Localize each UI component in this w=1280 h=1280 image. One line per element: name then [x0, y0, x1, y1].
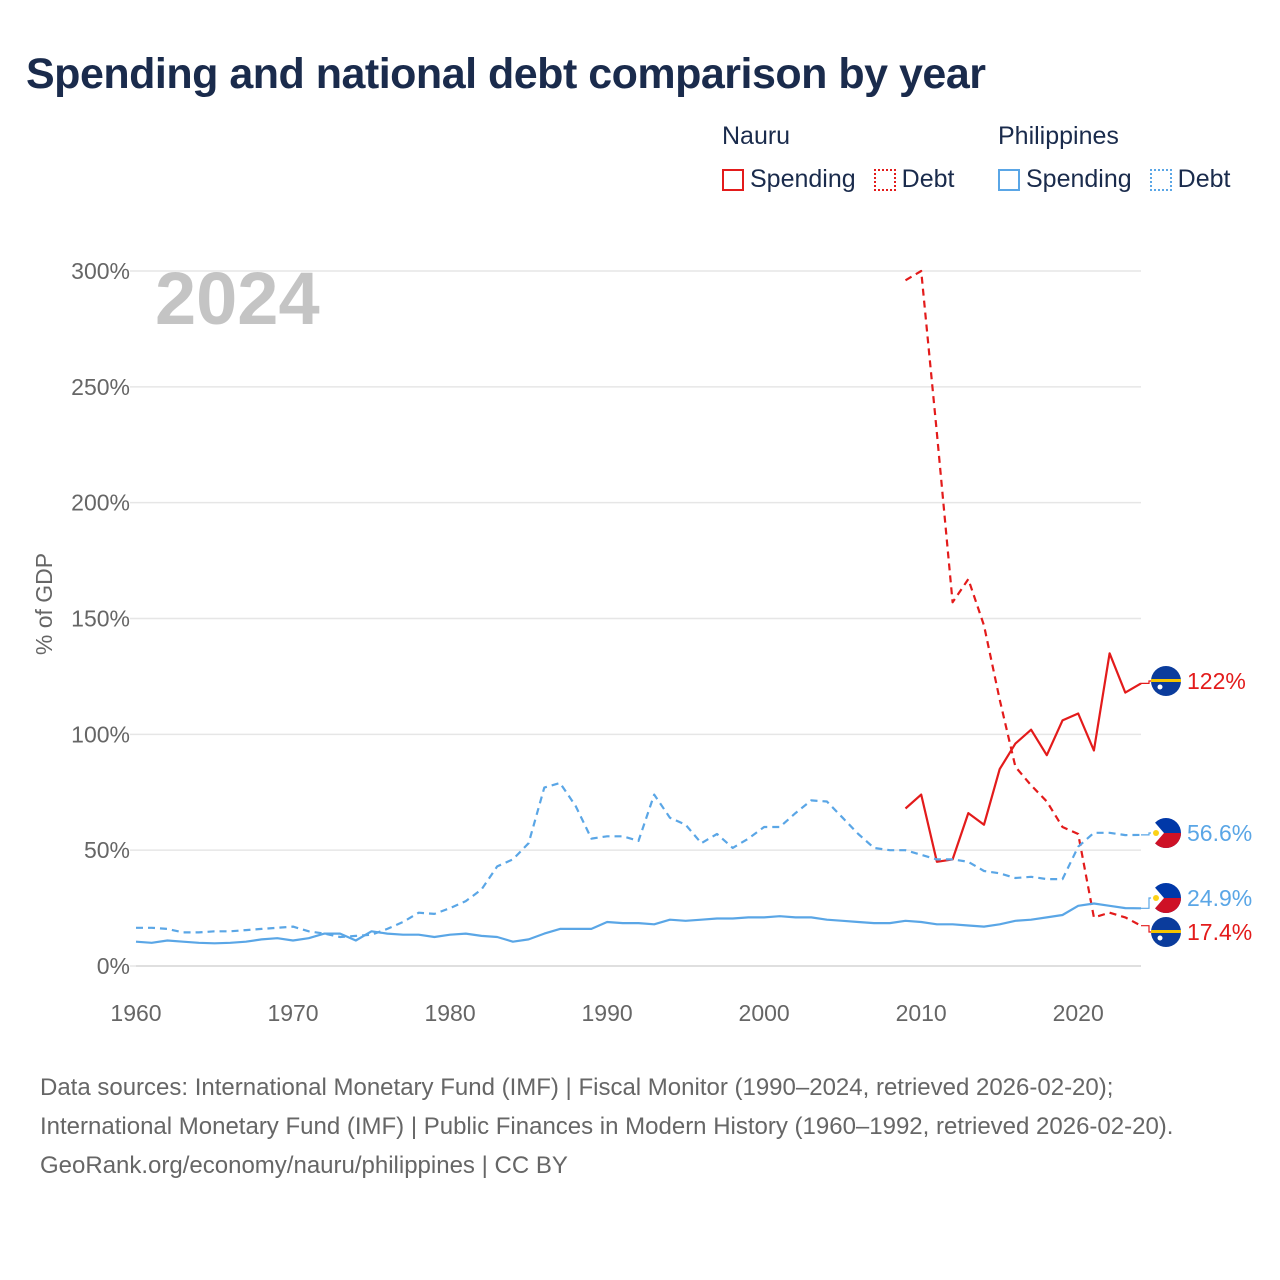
y-tick-label: 300% [71, 258, 130, 284]
footer: Data sources: International Monetary Fun… [40, 1068, 1240, 1185]
philippines-flag-sun [1153, 895, 1159, 901]
legend-nauru: Nauru Spending Debt [722, 122, 972, 194]
series-line-nauru-spending [904, 652, 1142, 863]
philippines-flag-sun [1153, 830, 1159, 836]
legend-philippines-spending[interactable]: Spending [998, 165, 1132, 194]
legend-label: Debt [1177, 165, 1231, 193]
nauru-flag-star [1157, 684, 1163, 690]
x-tick-label: 1980 [424, 1000, 475, 1026]
y-tick-label: 100% [71, 721, 130, 747]
legend-label: Spending [1026, 165, 1132, 193]
end-value-label: 56.6% [1187, 820, 1252, 846]
y-tick-label: 250% [71, 374, 130, 400]
y-axis-title: % of GDP [31, 553, 57, 655]
credit-link[interactable]: GeoRank.org/economy/nauru/philippines | … [40, 1152, 568, 1179]
y-tick-label: 150% [71, 606, 130, 632]
legend-philippines-country: Philippines [998, 122, 1119, 150]
data-sources: Data sources: International Monetary Fun… [40, 1074, 1174, 1140]
series-line-philippines-debt [136, 781, 1142, 939]
legend-nauru-debt[interactable]: Debt [873, 165, 955, 194]
legend-philippines-debt[interactable]: Debt [1149, 165, 1231, 194]
legend-nauru-country: Nauru [722, 122, 791, 150]
y-tick-label: 0% [97, 953, 130, 979]
nauru-flag-stripe [1151, 679, 1181, 682]
x-tick-label: 1970 [267, 1000, 318, 1026]
legend-swatch-dotted [873, 168, 896, 191]
nauru-flag-star [1157, 935, 1163, 941]
legend-swatch-solid [998, 168, 1020, 191]
x-tick-label: 2000 [739, 1000, 790, 1026]
series-line-philippines-spending [135, 902, 1142, 945]
line-chart: 0% 50% 100% 150% 200% 250% 300% 1960 1970 1980 199… [31, 257, 1252, 1026]
end-value-label: 24.9% [1187, 885, 1252, 911]
legend-label: Spending [750, 165, 856, 193]
end-value-label: 122% [1187, 668, 1246, 694]
year-watermark: 2024 [155, 257, 320, 340]
legend-nauru-spending[interactable]: Spending [722, 165, 856, 194]
y-tick-label: 50% [84, 837, 130, 863]
end-value-label: 17.4% [1187, 919, 1252, 945]
chart-title: Spending and national debt comparison by… [26, 50, 986, 98]
x-tick-label: 2020 [1053, 1000, 1104, 1026]
x-tick-label: 2010 [896, 1000, 947, 1026]
series-line-nauru-debt [904, 269, 1142, 927]
y-tick-label: 200% [71, 490, 130, 516]
legend-philippines: Philippines Spending Debt [998, 122, 1248, 194]
nauru-flag-stripe [1151, 930, 1181, 933]
legend-swatch-dotted [1149, 168, 1172, 191]
legend-label: Debt [901, 165, 955, 193]
x-tick-label: 1960 [110, 1000, 161, 1026]
legend-swatch-solid [722, 168, 744, 191]
x-tick-label: 1990 [582, 1000, 633, 1026]
